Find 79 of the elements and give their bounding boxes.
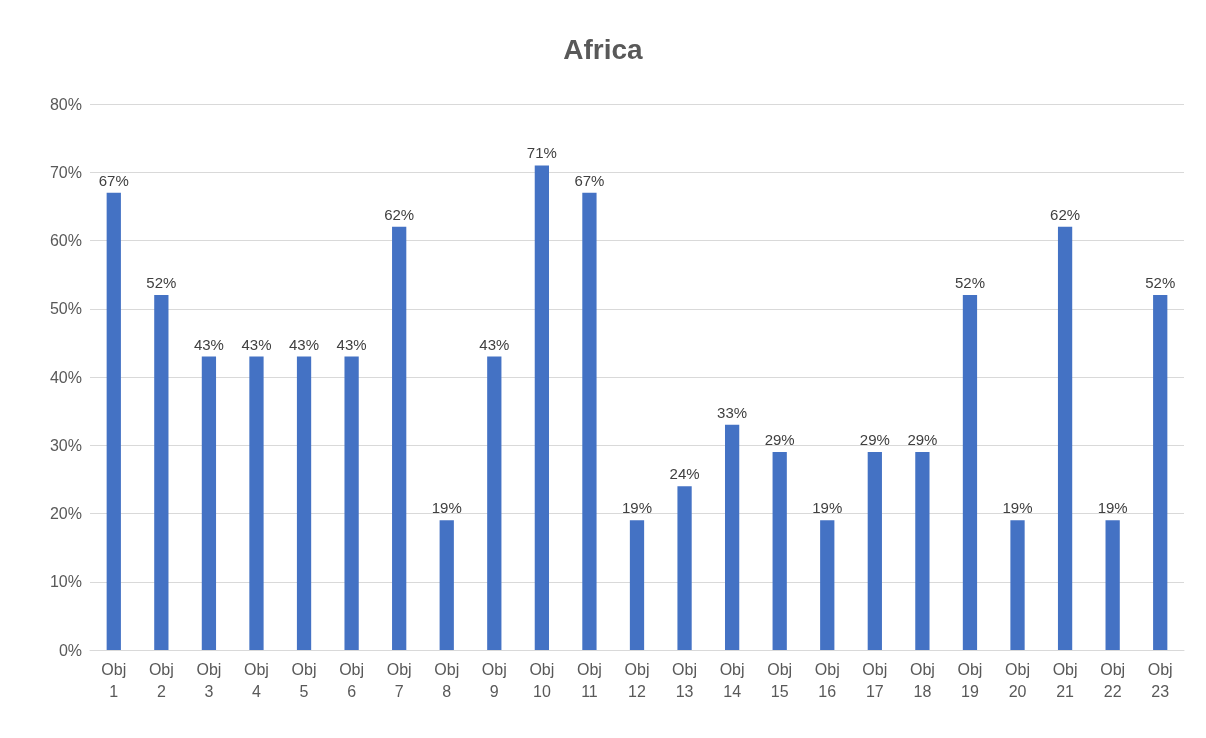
bar [677, 486, 692, 650]
x-tick-label: Obj 15 [767, 660, 793, 700]
bar [772, 452, 787, 650]
x-tick-label: Obj 10 [529, 660, 555, 700]
data-label: 33% [717, 403, 748, 421]
data-label: 67% [574, 171, 605, 189]
bar [867, 452, 882, 650]
bar [1010, 520, 1025, 650]
data-label: 52% [1145, 274, 1176, 292]
data-label: 29% [764, 431, 795, 449]
data-label: 43% [479, 335, 510, 353]
x-tick-label: Obj 18 [909, 660, 935, 700]
y-tick-label: 30% [49, 436, 82, 454]
x-tick-label: Obj 9 [481, 660, 507, 700]
bar [296, 356, 312, 650]
bar [487, 356, 502, 650]
x-tick-label: Obj 14 [719, 660, 745, 700]
x-tick-label: Obj 17 [862, 660, 888, 700]
x-tick-label: Obj 19 [957, 660, 983, 700]
data-label: 52% [146, 274, 177, 292]
data-label: 19% [621, 499, 653, 517]
bar [1153, 295, 1168, 650]
data-label: 29% [859, 431, 890, 449]
data-label: 24% [669, 465, 700, 483]
data-label: 62% [1050, 205, 1081, 223]
y-tick-label: 40% [49, 368, 82, 386]
y-tick-label: 20% [49, 505, 82, 522]
x-tick-label: Obj 7 [386, 660, 412, 700]
y-tick-label: 10% [49, 573, 82, 591]
bar [534, 165, 549, 650]
data-label: 43% [289, 335, 320, 353]
x-tick-label: Obj 3 [196, 660, 222, 700]
y-tick-label: 80% [49, 95, 82, 113]
bar [915, 452, 930, 650]
x-tick-label: Obj 4 [244, 660, 269, 700]
bar [392, 226, 407, 650]
x-tick-label: Obj 22 [1100, 660, 1126, 700]
data-label: 62% [384, 205, 415, 223]
y-tick-label: 50% [49, 300, 82, 318]
x-tick-label: Obj 2 [148, 660, 174, 700]
x-tick-label: Obj 23 [1147, 660, 1173, 700]
data-label: 19% [812, 499, 843, 517]
x-tick-label: Obj 12 [624, 660, 650, 700]
x-tick-label: Obj 16 [814, 660, 840, 700]
data-label: 19% [1097, 499, 1128, 517]
bar [629, 520, 645, 650]
x-tick-label: Obj 13 [672, 660, 698, 700]
x-tick-label: Obj 6 [339, 660, 365, 700]
bar [106, 192, 121, 650]
x-tick-label: Obj 1 [101, 660, 127, 700]
bar [344, 356, 359, 650]
bar [439, 520, 454, 650]
bar [249, 356, 264, 650]
x-tick-label: Obj 11 [576, 660, 602, 700]
bar [962, 295, 978, 650]
data-label: 43% [193, 335, 224, 353]
data-label: 67% [98, 171, 129, 189]
bar [1057, 226, 1073, 650]
data-label: 19% [431, 499, 462, 517]
x-tick-label: Obj 20 [1005, 660, 1030, 700]
bar [582, 192, 597, 650]
x-tick-label: Obj 5 [291, 660, 317, 700]
data-label: 29% [907, 431, 938, 449]
data-label: 71% [526, 144, 557, 162]
data-label: 52% [954, 274, 985, 292]
y-tick-label: 60% [49, 232, 82, 249]
chart-title: Africa [563, 33, 644, 65]
data-label: 43% [241, 335, 272, 353]
x-tick-label: Obj 21 [1052, 660, 1078, 700]
y-tick-label: 70% [49, 163, 82, 181]
x-tick-label: Obj 8 [434, 660, 460, 700]
bar [1105, 520, 1120, 650]
y-tick-label: 0% [58, 641, 82, 659]
data-label: 43% [336, 335, 367, 353]
bar [725, 424, 740, 650]
bar [820, 520, 835, 650]
bar [154, 295, 169, 650]
data-label: 19% [1002, 499, 1033, 517]
bar [201, 356, 217, 650]
